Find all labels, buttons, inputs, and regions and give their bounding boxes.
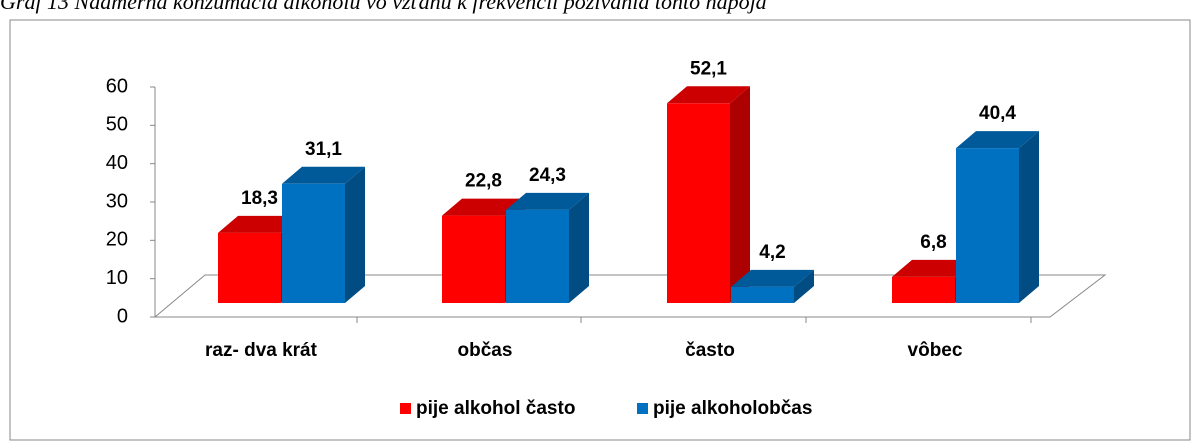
- data-label: 40,4: [979, 103, 1016, 124]
- bar-top: [667, 86, 750, 104]
- bar: [667, 86, 750, 304]
- bar-side: [794, 269, 814, 303]
- bar: [731, 269, 814, 303]
- bar-front: [667, 103, 730, 304]
- y-tick-label: 0: [117, 305, 128, 327]
- bar-front: [506, 209, 569, 303]
- y-tick-label: 30: [106, 190, 128, 212]
- data-label: 24,3: [529, 165, 566, 186]
- bar-top: [442, 198, 525, 216]
- bar-front: [731, 286, 794, 303]
- y-tick-label: 60: [106, 75, 128, 97]
- legend-swatch: [400, 403, 411, 414]
- bar-side: [569, 192, 589, 303]
- bar-top: [506, 192, 589, 210]
- y-tick-label: 40: [106, 152, 128, 174]
- bar-front: [218, 232, 281, 303]
- data-label: 4,2: [759, 242, 785, 263]
- bar-top: [731, 269, 814, 287]
- chart-title: Graf 13 Nadmerná konzumácia alkoholu vo …: [0, 0, 767, 14]
- bar: [282, 166, 365, 303]
- bar-side: [730, 86, 750, 304]
- bar-top: [892, 259, 975, 277]
- bar-front: [892, 276, 955, 303]
- bar-front: [282, 183, 345, 303]
- data-label: 52,1: [690, 58, 727, 79]
- x-tick-label: vôbec: [908, 340, 963, 361]
- bar-front: [442, 215, 505, 303]
- bar-side: [1019, 131, 1039, 303]
- y-tick-label: 10: [106, 267, 128, 289]
- legend-swatch: [637, 403, 648, 414]
- floor: [153, 274, 1107, 318]
- y-tick-label: 50: [106, 114, 128, 136]
- legend-label: pije alkoholobčas: [653, 398, 812, 419]
- x-tick-label: často: [685, 340, 735, 361]
- bar-top: [956, 131, 1039, 149]
- bar-front: [956, 148, 1019, 303]
- bar-top: [218, 215, 301, 233]
- bar: [506, 192, 589, 303]
- y-tick-label: 20: [106, 229, 128, 251]
- data-label: 22,8: [465, 171, 502, 192]
- x-tick-label: raz- dva krát: [205, 340, 318, 361]
- data-label: 31,1: [305, 139, 342, 160]
- bar-side: [345, 166, 365, 303]
- legend-label: pije alkohol často: [416, 398, 575, 419]
- x-tick-label: občas: [458, 340, 513, 361]
- bar: [956, 131, 1039, 303]
- data-label: 6,8: [920, 232, 946, 253]
- data-label: 18,3: [241, 188, 278, 209]
- bar-top: [282, 166, 365, 184]
